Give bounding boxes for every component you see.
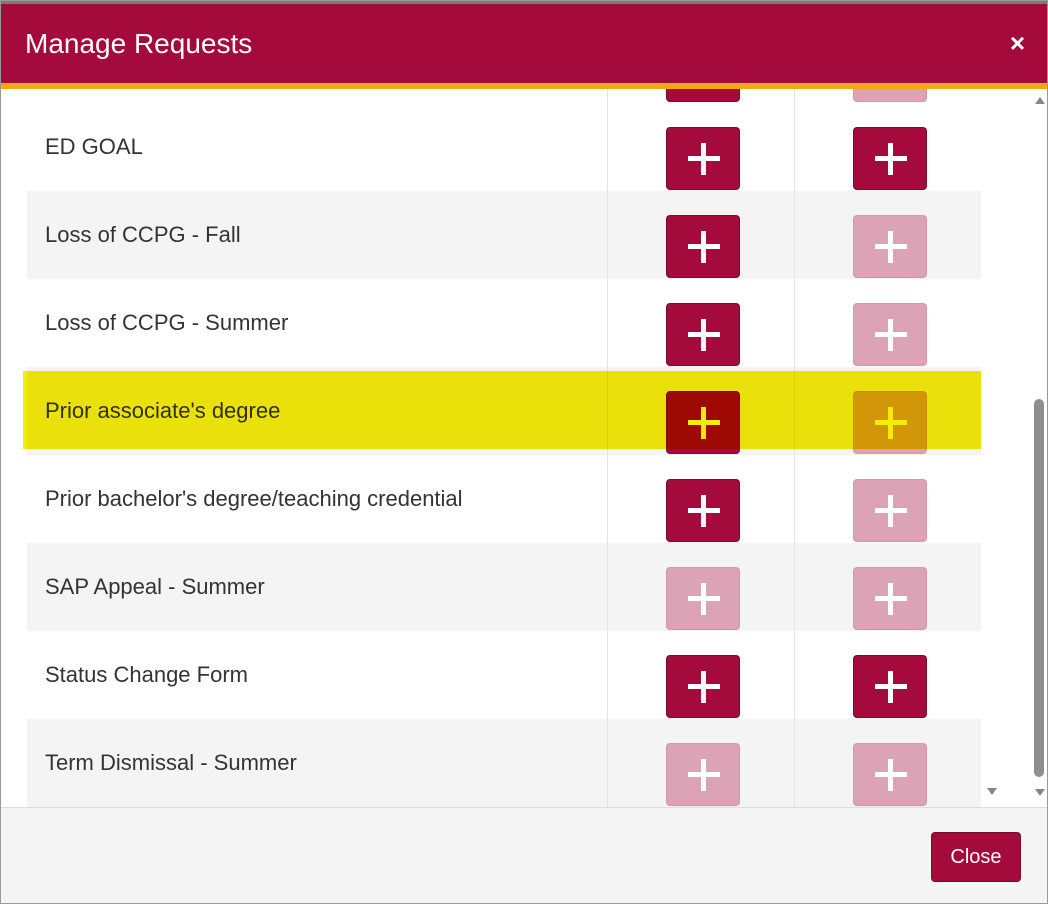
chevron-up-icon[interactable] <box>1035 97 1045 104</box>
add-request-button[interactable] <box>666 743 740 806</box>
add-request-button[interactable] <box>666 391 740 454</box>
plus-icon <box>688 143 720 175</box>
request-label: Loss of CCPG - Fall <box>45 222 241 247</box>
table-row: SAP Appeal - Summer <box>27 543 981 631</box>
add-request-button[interactable] <box>666 127 740 190</box>
request-label: ED GOAL <box>45 134 143 159</box>
dialog-title: Manage Requests <box>25 28 253 59</box>
plus-icon <box>875 319 907 351</box>
add-request-button-secondary[interactable] <box>853 391 927 454</box>
table-row: Loss of CCPG - Summer <box>27 279 981 367</box>
plus-icon <box>688 231 720 263</box>
add-request-button-secondary[interactable] <box>853 479 927 542</box>
plus-icon <box>875 143 907 175</box>
plus-icon <box>875 407 907 439</box>
add-request-button-secondary[interactable] <box>853 743 927 806</box>
plus-icon <box>875 231 907 263</box>
table-row: Prior associate's degree <box>27 367 981 455</box>
table-row: Status Change Form <box>27 631 981 719</box>
add-request-button-secondary[interactable] <box>853 89 927 102</box>
add-request-button-secondary[interactable] <box>853 127 927 190</box>
plus-icon <box>688 407 720 439</box>
request-label: Status Change Form <box>45 662 248 687</box>
column-divider <box>794 89 795 807</box>
add-request-button[interactable] <box>666 89 740 102</box>
add-request-button-secondary[interactable] <box>853 655 927 718</box>
plus-icon <box>688 495 720 527</box>
close-icon[interactable]: × <box>1009 28 1025 58</box>
add-request-button-secondary[interactable] <box>853 303 927 366</box>
requests-table: ED GOAL Loss of CCPG - Fall Loss of CCPG… <box>27 89 981 807</box>
plus-icon <box>875 759 907 791</box>
add-request-button-secondary[interactable] <box>853 215 927 278</box>
header-accent-bar <box>1 83 1047 89</box>
column-divider <box>607 89 608 807</box>
add-request-button[interactable] <box>666 479 740 542</box>
plus-icon <box>688 583 720 615</box>
request-label: Prior associate's degree <box>45 398 281 423</box>
table-row <box>27 89 981 103</box>
add-request-button[interactable] <box>666 303 740 366</box>
table-row: Prior bachelor's degree/teaching credent… <box>27 455 981 543</box>
table-row: Loss of CCPG - Fall <box>27 191 981 279</box>
plus-icon <box>688 671 720 703</box>
request-label: Prior bachelor's degree/teaching credent… <box>45 486 463 511</box>
dialog-footer: Close <box>1 807 1047 903</box>
add-request-button-secondary[interactable] <box>853 567 927 630</box>
add-request-button[interactable] <box>666 215 740 278</box>
table-row: Term Dismissal - Summer <box>27 719 981 807</box>
chevron-down-icon[interactable] <box>1035 789 1045 796</box>
request-label: Term Dismissal - Summer <box>45 750 297 775</box>
chevron-down-icon[interactable] <box>987 788 997 795</box>
close-button[interactable]: Close <box>931 832 1021 882</box>
dialog-header: Manage Requests × <box>1 1 1047 83</box>
request-label: SAP Appeal - Summer <box>45 574 265 599</box>
scrollbar[interactable] <box>1031 89 1047 807</box>
plus-icon <box>875 495 907 527</box>
request-label: Loss of CCPG - Summer <box>45 310 289 335</box>
dialog-body: ED GOAL Loss of CCPG - Fall Loss of CCPG… <box>1 89 1047 807</box>
plus-icon <box>688 759 720 791</box>
scrollbar-thumb[interactable] <box>1034 399 1044 777</box>
plus-icon <box>875 583 907 615</box>
add-request-button[interactable] <box>666 655 740 718</box>
table-row: ED GOAL <box>27 103 981 191</box>
plus-icon <box>875 671 907 703</box>
plus-icon <box>688 319 720 351</box>
add-request-button[interactable] <box>666 567 740 630</box>
